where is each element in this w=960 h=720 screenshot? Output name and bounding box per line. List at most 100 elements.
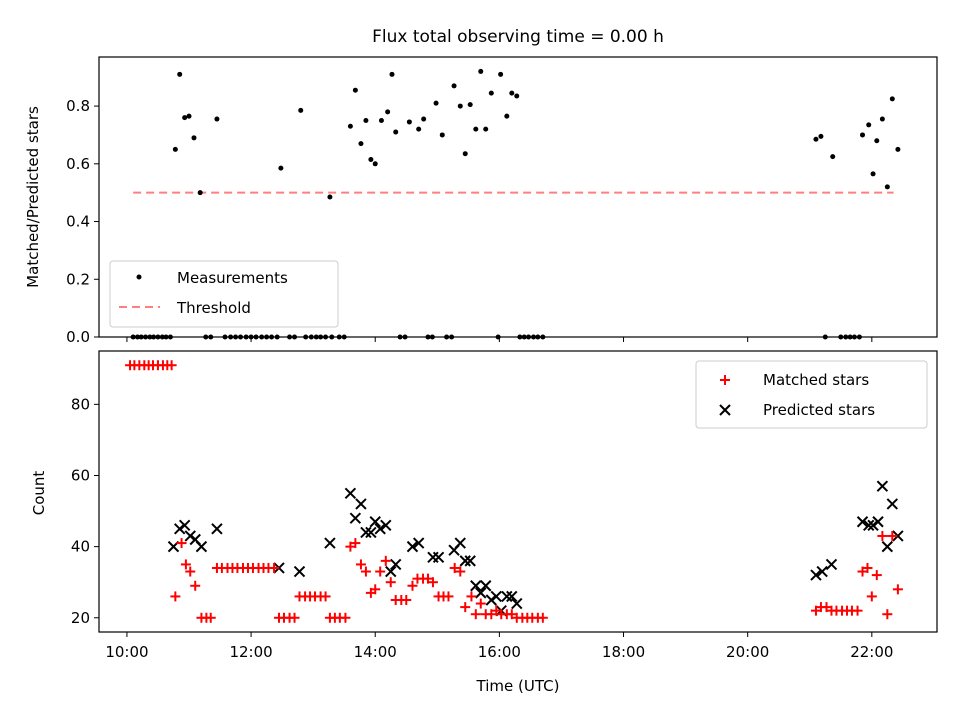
top-y-tick-label: 0.8 (66, 97, 90, 115)
matched-point (185, 566, 196, 577)
predicted-point (344, 487, 357, 499)
measurement-point (860, 132, 866, 138)
predicted-point (892, 530, 904, 542)
measurement-point (488, 90, 494, 96)
legend-predicted-label: Predicted stars (763, 401, 875, 419)
bottom-legend-box (695, 360, 928, 429)
matched-point (470, 609, 481, 620)
predicted-point (454, 537, 466, 549)
matched-point (385, 577, 396, 588)
top-panel: Matched/Predicted stars 0.00.20.40.60.8 … (24, 56, 938, 346)
predicted-point (369, 516, 381, 528)
measurement-point (467, 102, 473, 108)
measurement-point (462, 151, 468, 157)
predicted-point (385, 565, 397, 578)
measurement-point (451, 83, 457, 89)
measurement-point (433, 100, 439, 106)
legend-predicted-glyph (719, 404, 731, 416)
measurement-point (884, 184, 890, 190)
top-x-ticks (126, 337, 873, 342)
matched-point (320, 591, 331, 602)
x-tick-label: 14:00 (354, 643, 397, 661)
measurement-point (889, 96, 895, 102)
measurement-point (406, 119, 412, 125)
matched-point (375, 566, 386, 577)
matched-point (877, 530, 888, 541)
predicted-point (506, 590, 518, 603)
measurement-point (813, 136, 819, 142)
matched-point (460, 602, 471, 613)
predicted-point (816, 565, 828, 578)
bottom-y-tick-label: 20 (71, 609, 90, 627)
predicted-point (856, 516, 869, 528)
measurement-point (358, 141, 364, 147)
measurement-point (177, 71, 183, 77)
legend-matched-marker (720, 375, 730, 385)
matched-point (407, 580, 418, 591)
measurement-point (504, 113, 510, 119)
measurement-point (347, 123, 353, 129)
measurement-point (498, 71, 504, 77)
measurement-point (363, 118, 369, 124)
measurement-point (172, 146, 178, 152)
measurement-point (473, 126, 479, 132)
measurement-point (182, 115, 188, 121)
predicted-point (881, 540, 894, 553)
measurement-point (874, 138, 880, 144)
matched-point (449, 562, 460, 573)
legend-predicted-marker (719, 404, 731, 416)
top-y-tick-label: 0.2 (66, 270, 90, 288)
predicted-point (810, 569, 822, 581)
measurement-point (895, 146, 901, 152)
x-tick-label: 10:00 (105, 643, 148, 661)
predicted-point (459, 555, 471, 567)
matched-point (340, 612, 351, 623)
predicted-point (511, 597, 523, 610)
matched-point (427, 577, 438, 588)
matched-point (380, 555, 391, 566)
x-tick-label: 16:00 (478, 643, 521, 661)
predicted-point (349, 512, 362, 524)
matched-point (443, 591, 454, 602)
bottom-y-tick-label: 60 (71, 466, 90, 484)
matched-point (862, 562, 873, 573)
predicted-point (825, 558, 838, 571)
bottom-y-tick-label: 80 (71, 395, 90, 413)
top-legend: Measurements Threshold (109, 260, 339, 328)
measurement-point (197, 190, 203, 196)
x-tick-label: 18:00 (602, 643, 645, 661)
top-y-ticks: 0.0 0.2 0.4 0.6 0.8 (66, 97, 99, 346)
matched-point (355, 559, 366, 570)
matched-point (892, 584, 903, 595)
legend-matched-glyph (720, 375, 730, 385)
measurement-point (214, 116, 220, 122)
measurement-point (870, 171, 876, 177)
measurement-points (130, 68, 901, 340)
legend-matched-label: Matched stars (763, 371, 869, 389)
matched-point (866, 591, 877, 602)
measurement-point (478, 68, 484, 74)
bottom-panel: Count Time (UTC) 20 40 60 80 10:00 12:00 14:0… (30, 350, 938, 695)
predicted-point (886, 498, 899, 510)
matched-points (125, 360, 903, 623)
predicted-point (464, 555, 476, 567)
predicted-point (293, 565, 306, 578)
top-y-tick-label: 0.4 (66, 213, 90, 231)
x-tick-label: 22:00 (850, 643, 893, 661)
measurement-point (385, 109, 391, 115)
matched-point (269, 562, 280, 573)
matched-point (370, 584, 381, 595)
bottom-y-axis-label: Count (30, 471, 48, 516)
matched-point (176, 538, 187, 549)
measurement-point (378, 118, 384, 124)
predicted-point (863, 519, 875, 531)
measurement-point (416, 126, 422, 132)
matched-point (475, 598, 486, 609)
matched-point (401, 594, 412, 605)
legend-measurements-label: Measurements (177, 269, 288, 287)
matched-point (350, 538, 361, 549)
top-y-tick-label: 0.6 (66, 155, 90, 173)
measurement-point (191, 135, 197, 141)
measurement-point (352, 87, 358, 93)
